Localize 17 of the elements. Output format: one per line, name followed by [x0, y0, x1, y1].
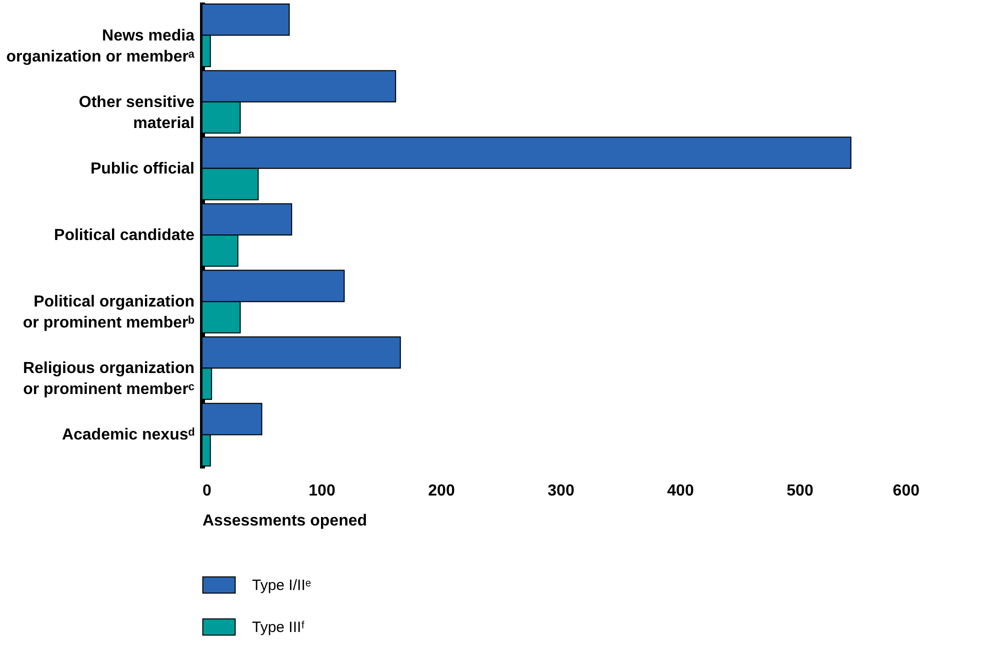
y-tick-label: Academic nexusᵈ — [62, 426, 194, 444]
legend-label: Type IIIᶠ — [252, 619, 306, 636]
y-tick-label: Political candidate — [54, 227, 195, 244]
x-tick-label: 500 — [786, 482, 814, 500]
y-tick-label: Religious organization or prominent memberᶜ — [22, 360, 194, 398]
x-tick-label: 600 — [892, 482, 920, 500]
y-tick-label: Public official — [90, 160, 194, 178]
x-tick-label: 400 — [667, 482, 694, 500]
x-tick-label: 200 — [428, 482, 455, 500]
x-tick-label: 100 — [308, 482, 336, 500]
x-tick-label: 0 — [202, 482, 212, 500]
x-tick-label: 300 — [548, 482, 574, 500]
y-tick-label: Other sensitive material — [78, 94, 195, 132]
y-tick-label: Political organization or prominent memberᵇ — [22, 294, 194, 332]
y-tick-label: News media organization or memberᵃ — [6, 27, 195, 66]
x-axis-title: Assessments opened — [202, 512, 368, 530]
legend-label: Type I/IIᵉ — [252, 577, 312, 594]
